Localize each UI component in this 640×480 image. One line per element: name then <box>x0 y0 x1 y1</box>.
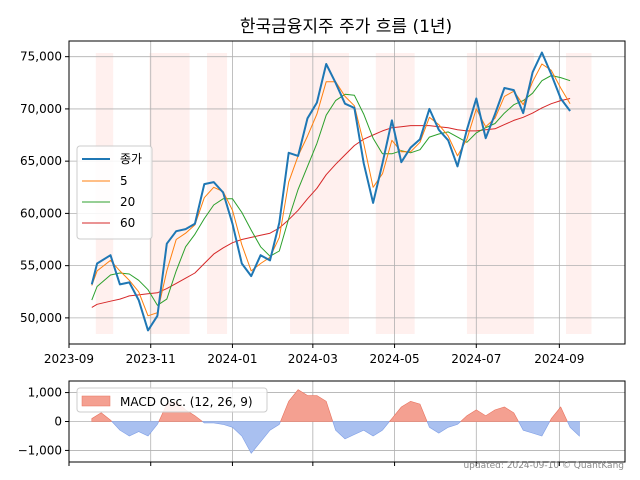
price-y-ticks: 50,000 55,000 60,000 65,000 70,000 75,000 <box>20 50 69 325</box>
x-tick-label-2: 2024-01 <box>207 352 257 366</box>
macd-y-tick-label-2: −1,000 <box>18 443 62 457</box>
shaded-period-4 <box>375 53 415 334</box>
x-tick-label-5: 2024-07 <box>451 352 501 366</box>
legend-label-ma5: 5 <box>120 174 128 188</box>
y-tick-label-0: 50,000 <box>20 311 62 325</box>
macd-y-ticks: 1,000 0 −1,000 <box>18 386 69 457</box>
y-tick-label-1: 55,000 <box>20 259 62 273</box>
macd-segment-negative-9 <box>517 421 551 437</box>
price-legend-box <box>76 145 153 240</box>
chart-title: 한국금융지주 주가 흐름 (1년) <box>240 17 452 37</box>
macd-area <box>91 389 580 454</box>
x-tick-label-4: 2024-05 <box>369 352 419 366</box>
macd-segment-positive-4 <box>280 389 334 422</box>
macd-segment-positive-6 <box>388 400 428 422</box>
macd-segment-positive-8 <box>459 406 520 422</box>
shaded-period-2 <box>206 53 228 334</box>
macd-segment-negative-11 <box>566 421 580 437</box>
price-plot-frame <box>68 40 626 345</box>
macd-legend: MACD Osc. (12, 26, 9) <box>76 387 268 413</box>
macd-segment-positive-10 <box>549 406 568 422</box>
x-tick-label-3: 2024-03 <box>288 352 338 366</box>
macd-segment-negative-1 <box>111 421 160 437</box>
legend-swatch-macd <box>81 395 111 407</box>
series-line-close <box>90 51 571 332</box>
shaded-period-3 <box>290 53 350 334</box>
legend-label-ma60: 60 <box>120 216 135 230</box>
price-legend: 종가 5 20 60 <box>76 145 153 240</box>
macd-segment-negative-7 <box>426 421 462 434</box>
footer-credit: updated: 2024-09-10 © QuantKang <box>463 461 624 471</box>
macd-x-ticks <box>68 462 560 466</box>
series-line-ma5 <box>91 63 571 317</box>
x-tick-label-6: 2024-09 <box>534 352 584 366</box>
shaded-period-5 <box>466 53 534 334</box>
y-tick-label-3: 65,000 <box>20 154 62 168</box>
y-tick-label-5: 75,000 <box>20 50 62 64</box>
macd-y-tick-label-1: 0 <box>54 415 62 429</box>
price-series <box>90 51 571 332</box>
macd-y-tick-label-0: 1,000 <box>28 386 62 400</box>
legend-label-ma20: 20 <box>120 195 135 209</box>
y-tick-label-4: 70,000 <box>20 102 62 116</box>
macd-plot: 1,000 0 −1,000 MACD Osc. (12, 26, 9) <box>18 380 626 466</box>
legend-label-macd: MACD Osc. (12, 26, 9) <box>120 395 253 409</box>
price-plot: 2023-09 2023-11 2024-01 2024-03 2024-05 2024-… <box>20 40 626 366</box>
price-x-ticks: 2023-09 2023-11 2024-01 2024-03 2024-05 2024-… <box>44 344 584 366</box>
macd-segment-negative-3 <box>201 421 281 454</box>
x-tick-label-0: 2023-09 <box>44 352 94 366</box>
x-tick-label-1: 2023-11 <box>126 352 176 366</box>
macd-segment-positive-0 <box>91 412 113 422</box>
shaded-period-6 <box>566 53 592 334</box>
legend-label-close: 종가 <box>120 152 142 166</box>
macd-segment-negative-5 <box>332 421 391 440</box>
y-tick-label-2: 60,000 <box>20 206 62 220</box>
macd-legend-box <box>76 387 268 413</box>
